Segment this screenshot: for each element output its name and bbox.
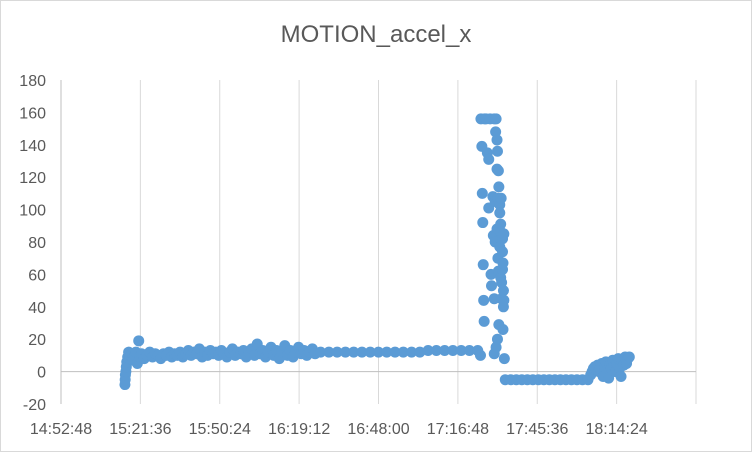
data-point: [485, 280, 497, 292]
data-point: [439, 345, 451, 357]
data-point: [615, 370, 627, 382]
data-point: [474, 349, 486, 361]
x-tick-label: 14:52:48: [30, 421, 92, 438]
data-point: [364, 346, 376, 358]
data-point: [493, 181, 505, 193]
data-point: [490, 341, 502, 353]
data-point: [492, 165, 504, 177]
data-point: [490, 113, 502, 125]
data-point: [491, 333, 503, 345]
data-point: [497, 257, 509, 269]
data-point: [331, 346, 343, 358]
data-point: [389, 346, 401, 358]
data-point: [381, 346, 393, 358]
y-tick-label: 40: [28, 300, 46, 317]
data-point: [463, 345, 475, 357]
y-tick-label: 160: [19, 105, 46, 122]
data-point: [455, 345, 467, 357]
data-point: [477, 217, 489, 229]
data-point: [491, 145, 503, 157]
x-tick-label: 16:48:00: [347, 421, 409, 438]
data-point: [603, 372, 615, 384]
data-point: [133, 335, 145, 347]
data-point: [483, 153, 495, 165]
data-point: [315, 346, 327, 358]
chart-title: MOTION_accel_x: [280, 21, 472, 48]
data-point: [430, 345, 442, 357]
data-point: [498, 353, 510, 365]
y-tick-label: 180: [19, 73, 46, 90]
data-point: [498, 228, 510, 240]
y-tick-label: 0: [37, 365, 46, 382]
gridlines: [139, 80, 697, 404]
data-point: [478, 294, 490, 306]
y-tick-label: 20: [28, 332, 46, 349]
data-point: [497, 323, 509, 335]
data-point: [490, 126, 502, 138]
data-point: [494, 207, 506, 219]
data-point: [497, 246, 509, 258]
data-point: [373, 346, 384, 358]
x-tick-label: 15:50:24: [189, 421, 251, 438]
x-tick-label: 17:45:36: [506, 421, 568, 438]
data-point: [476, 187, 488, 199]
x-tick-label: 16:19:12: [268, 421, 330, 438]
x-tick-label: 18:14:24: [585, 421, 647, 438]
y-tick-label: 120: [19, 170, 46, 187]
data-point: [356, 346, 368, 358]
data-point: [477, 259, 489, 271]
x-tick-labels: 14:52:48 15:21:36 15:50:24 16:19:12 16:48:00…: [30, 421, 648, 438]
data-point: [498, 294, 510, 306]
data-point: [323, 346, 335, 358]
y-tick-label: 80: [28, 235, 46, 252]
data-point: [491, 134, 503, 146]
data-point: [447, 345, 459, 357]
data-point: [497, 285, 509, 297]
data-point: [348, 346, 360, 358]
y-tick-label: -20: [23, 397, 46, 414]
data-point: [397, 346, 409, 358]
y-tick-labels: -20 0 20 40 60 80 100 120 140 160 180: [19, 73, 46, 414]
data-points: [119, 113, 635, 391]
y-tick-label: 100: [19, 203, 46, 220]
data-point: [414, 346, 426, 358]
y-tick-label: 60: [28, 267, 46, 284]
data-point: [623, 351, 635, 363]
data-point: [422, 345, 434, 357]
y-tick-label: 140: [19, 138, 46, 155]
data-point: [478, 315, 490, 327]
data-point: [406, 346, 418, 358]
x-tick-label: 17:16:48: [427, 421, 489, 438]
data-point: [495, 192, 507, 204]
x-tick-label: 15:21:36: [109, 421, 171, 438]
data-point: [495, 218, 507, 230]
data-point: [339, 346, 351, 358]
